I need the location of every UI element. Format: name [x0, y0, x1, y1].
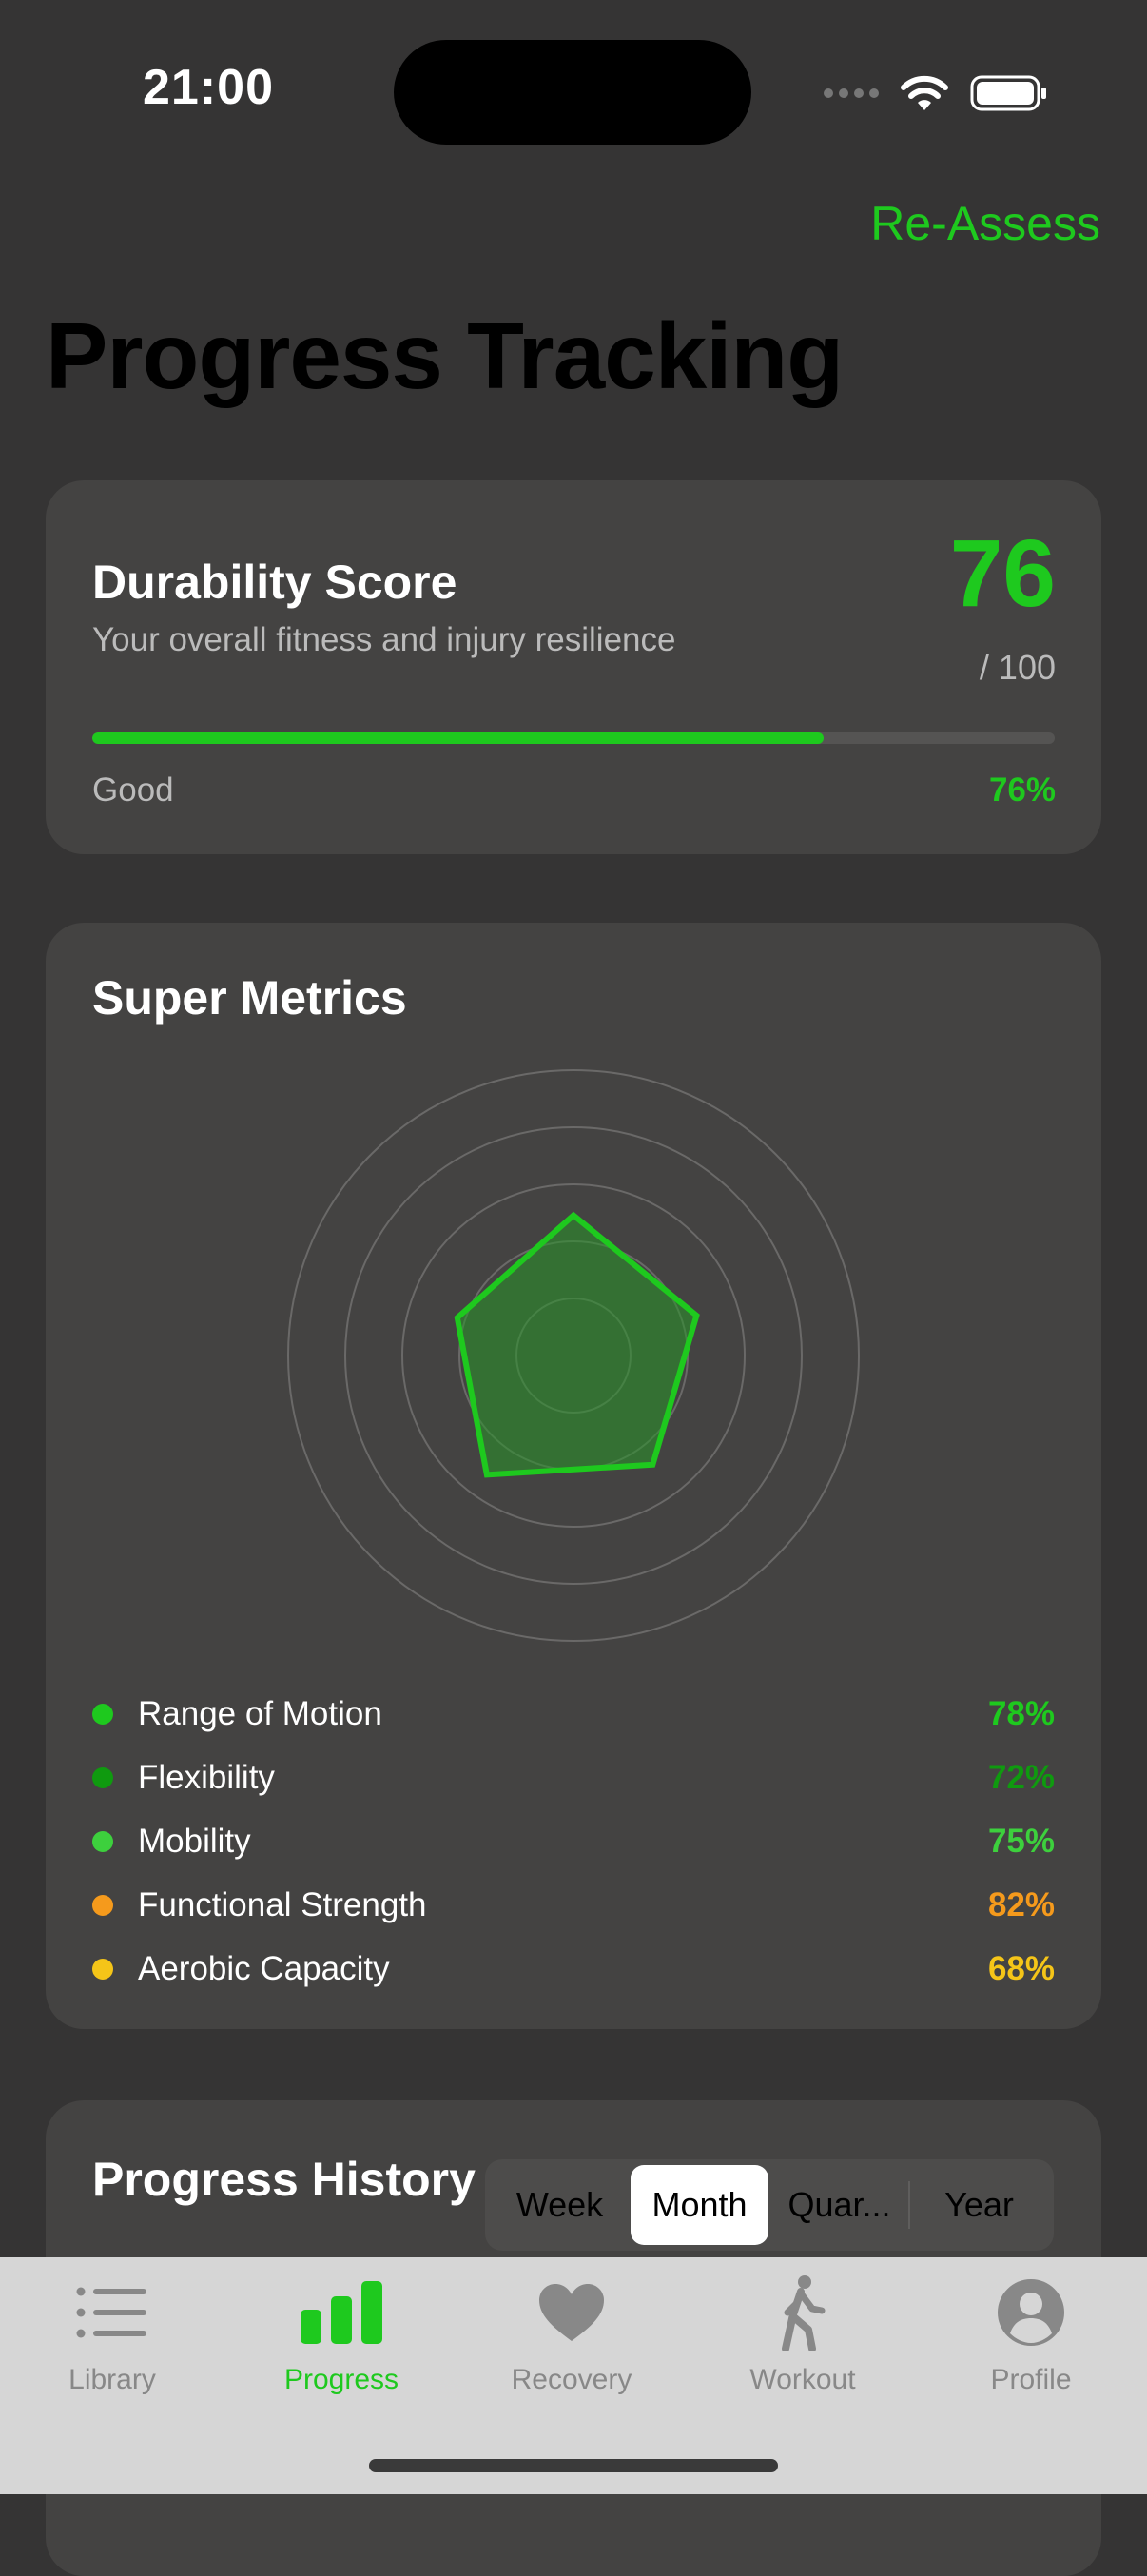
- walking-figure-icon: [782, 2275, 826, 2351]
- radar-ring: [344, 1126, 803, 1585]
- tab-library[interactable]: Library: [17, 2274, 207, 2396]
- metric-value: 78%: [987, 1694, 1055, 1732]
- tab-recovery[interactable]: Recovery: [476, 2274, 667, 2396]
- metrics-legend: Range of Motion 78% Flexibility 72% Mobility…: [92, 1682, 1055, 2000]
- durability-max: / 100: [979, 648, 1056, 687]
- heart-icon: [539, 2284, 604, 2341]
- dynamic-island: [394, 40, 751, 145]
- home-indicator: [369, 2459, 778, 2472]
- durability-title: Durability Score: [92, 556, 457, 609]
- tab-label: Library: [68, 2364, 156, 2395]
- metric-row: Flexibility 72%: [92, 1746, 1055, 1809]
- tab-profile[interactable]: Profile: [936, 2274, 1126, 2396]
- segment-year[interactable]: Year: [944, 2185, 1014, 2224]
- tab-workout[interactable]: Workout: [708, 2274, 898, 2396]
- tab-label: Workout: [749, 2364, 856, 2395]
- metric-color-dot: [92, 1703, 113, 1725]
- metric-row: Mobility 75%: [92, 1809, 1055, 1873]
- tab-bar: Library Progress Recovery: [0, 2257, 1147, 2494]
- durability-percent: 76%: [988, 771, 1056, 809]
- progress-history-title: Progress History: [92, 2153, 476, 2206]
- tab-progress[interactable]: Progress: [246, 2274, 437, 2396]
- segment-quar[interactable]: Quar...: [787, 2185, 891, 2224]
- person-circle-icon: [998, 2279, 1064, 2346]
- metric-color-dot: [92, 1766, 113, 1788]
- metric-color-dot: [92, 1894, 113, 1916]
- radar-chart: [287, 1069, 860, 1642]
- radar-ring: [401, 1183, 746, 1528]
- battery-icon: [970, 75, 1046, 111]
- chart-bars-icon: [301, 2281, 382, 2344]
- metric-row: Functional Strength 82%: [92, 1873, 1055, 1937]
- list-icon: [76, 2287, 146, 2338]
- wifi-icon: [901, 75, 948, 110]
- metric-value: 68%: [987, 1949, 1055, 1987]
- reassess-button[interactable]: Re-Assess: [870, 197, 1100, 250]
- radar-shape: [454, 1211, 700, 1478]
- page-title: Progress Tracking: [46, 303, 844, 408]
- status-time: 21:00: [143, 60, 274, 115]
- status-icons: [824, 72, 1048, 114]
- metric-color-dot: [92, 1830, 113, 1852]
- status-bar: 21:00: [0, 0, 1147, 181]
- super-metrics-card: Super Metrics Range of Motion 78% Flexibil…: [46, 923, 1101, 2029]
- metric-label: Mobility: [138, 1822, 251, 1860]
- super-metrics-title: Super Metrics: [92, 971, 407, 1025]
- metric-label: Range of Motion: [138, 1694, 382, 1732]
- segment-divider: [908, 2181, 910, 2229]
- period-segmented-control: Week Month Quar... Year: [485, 2159, 1054, 2251]
- segment-month[interactable]: Month: [631, 2165, 768, 2245]
- metric-label: Aerobic Capacity: [138, 1949, 390, 1987]
- tab-label: Profile: [990, 2364, 1072, 2395]
- segment-week[interactable]: Week: [515, 2185, 604, 2224]
- metric-row: Aerobic Capacity 68%: [92, 1937, 1055, 2000]
- metric-value: 82%: [987, 1885, 1055, 1923]
- metric-color-dot: [92, 1958, 113, 1980]
- radar-ring: [287, 1069, 860, 1642]
- tab-label: Recovery: [511, 2364, 632, 2395]
- metric-row: Range of Motion 78%: [92, 1682, 1055, 1746]
- cellular-signal-icon: [824, 88, 879, 98]
- durability-subtitle: Your overall fitness and injury resilien…: [92, 621, 676, 658]
- metric-value: 75%: [987, 1822, 1055, 1860]
- metric-value: 72%: [987, 1758, 1055, 1796]
- durability-score: 76: [949, 520, 1056, 627]
- durability-progress-fill: [92, 732, 825, 744]
- metric-label: Flexibility: [138, 1758, 275, 1796]
- tab-label: Progress: [283, 2364, 399, 2395]
- durability-score-card: Durability Score Your overall fitness an…: [46, 480, 1101, 854]
- metric-label: Functional Strength: [138, 1885, 427, 1923]
- durability-progress-bar: [92, 732, 1055, 744]
- durability-status: Good: [92, 771, 174, 809]
